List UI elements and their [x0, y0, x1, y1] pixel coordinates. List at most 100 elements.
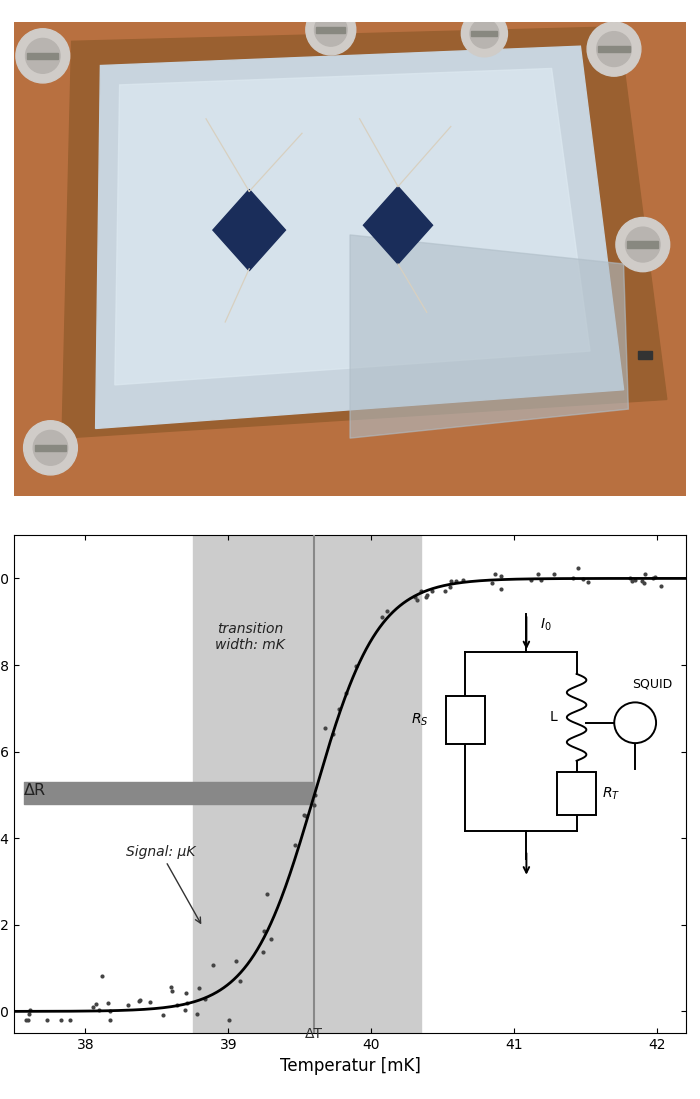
X-axis label: Temperatur [mK]: Temperatur [mK] — [279, 1057, 421, 1076]
Text: transition
width: mK: transition width: mK — [215, 622, 285, 652]
Point — [410, 588, 421, 606]
Point — [548, 565, 559, 582]
Text: ΔT: ΔT — [305, 1026, 323, 1041]
Circle shape — [587, 22, 641, 76]
Point — [340, 685, 351, 702]
Point — [172, 997, 183, 1014]
Point — [444, 578, 455, 596]
Point — [377, 609, 388, 626]
Polygon shape — [363, 187, 433, 264]
Point — [583, 574, 594, 591]
Circle shape — [626, 227, 660, 262]
Text: ΔR: ΔR — [24, 784, 46, 798]
Point — [412, 591, 423, 609]
Point — [122, 997, 134, 1014]
Point — [489, 565, 500, 582]
Point — [415, 582, 426, 600]
Point — [88, 999, 99, 1017]
Point — [208, 957, 219, 975]
Point — [320, 720, 331, 737]
Point — [234, 972, 246, 989]
Point — [638, 574, 650, 591]
Point — [526, 571, 537, 589]
Point — [648, 569, 659, 587]
Point — [166, 978, 177, 996]
Bar — [471, 31, 498, 36]
Point — [629, 571, 641, 589]
Point — [624, 569, 636, 587]
Circle shape — [16, 29, 70, 82]
Point — [167, 983, 178, 1000]
Point — [636, 573, 648, 590]
Polygon shape — [350, 235, 629, 439]
Point — [90, 996, 101, 1013]
Text: Signal: μK: Signal: μK — [125, 844, 201, 923]
Point — [533, 566, 544, 584]
Circle shape — [596, 32, 631, 67]
Point — [450, 571, 461, 589]
Bar — [627, 242, 659, 247]
Point — [64, 1011, 76, 1029]
Point — [144, 993, 155, 1011]
Bar — [316, 26, 346, 33]
Point — [334, 701, 345, 719]
Point — [457, 571, 468, 589]
Polygon shape — [115, 68, 590, 385]
Point — [262, 885, 273, 902]
Polygon shape — [62, 26, 667, 439]
Point — [105, 1002, 116, 1020]
Circle shape — [616, 218, 670, 271]
Point — [496, 580, 507, 598]
Point — [181, 985, 192, 1002]
Point — [536, 571, 547, 589]
Point — [640, 565, 651, 582]
Point — [420, 588, 431, 606]
Point — [426, 582, 438, 600]
Point — [328, 725, 339, 743]
Point — [446, 573, 457, 590]
Point — [24, 1006, 35, 1023]
Point — [104, 1011, 116, 1029]
Circle shape — [33, 431, 68, 465]
Point — [41, 1011, 52, 1029]
Point — [55, 1011, 66, 1029]
Polygon shape — [213, 189, 286, 270]
Point — [496, 567, 507, 585]
Point — [626, 573, 638, 590]
Point — [199, 990, 211, 1008]
Point — [102, 993, 113, 1011]
Bar — [193, 535, 421, 1033]
Point — [298, 807, 309, 824]
Point — [300, 808, 312, 825]
Point — [180, 1001, 191, 1019]
Point — [290, 836, 301, 854]
Bar — [27, 53, 58, 59]
Point — [97, 967, 108, 985]
Circle shape — [306, 4, 356, 55]
Point — [381, 602, 392, 620]
Polygon shape — [96, 46, 624, 429]
Point — [439, 581, 450, 599]
Point — [568, 569, 579, 587]
Point — [486, 574, 498, 591]
Point — [191, 1006, 202, 1023]
Circle shape — [24, 421, 78, 475]
Point — [573, 558, 584, 576]
Point — [258, 944, 269, 962]
Point — [134, 990, 146, 1008]
Bar — [638, 351, 652, 358]
Point — [133, 992, 144, 1010]
Circle shape — [470, 19, 499, 48]
Circle shape — [25, 38, 60, 74]
Point — [265, 931, 276, 948]
Point — [421, 587, 433, 604]
Point — [21, 1011, 32, 1029]
Point — [655, 577, 666, 595]
Point — [181, 995, 193, 1012]
Point — [25, 1001, 36, 1019]
Point — [258, 922, 270, 940]
Point — [157, 1006, 168, 1023]
Bar — [35, 445, 66, 451]
Bar — [598, 46, 629, 53]
Point — [193, 979, 204, 997]
